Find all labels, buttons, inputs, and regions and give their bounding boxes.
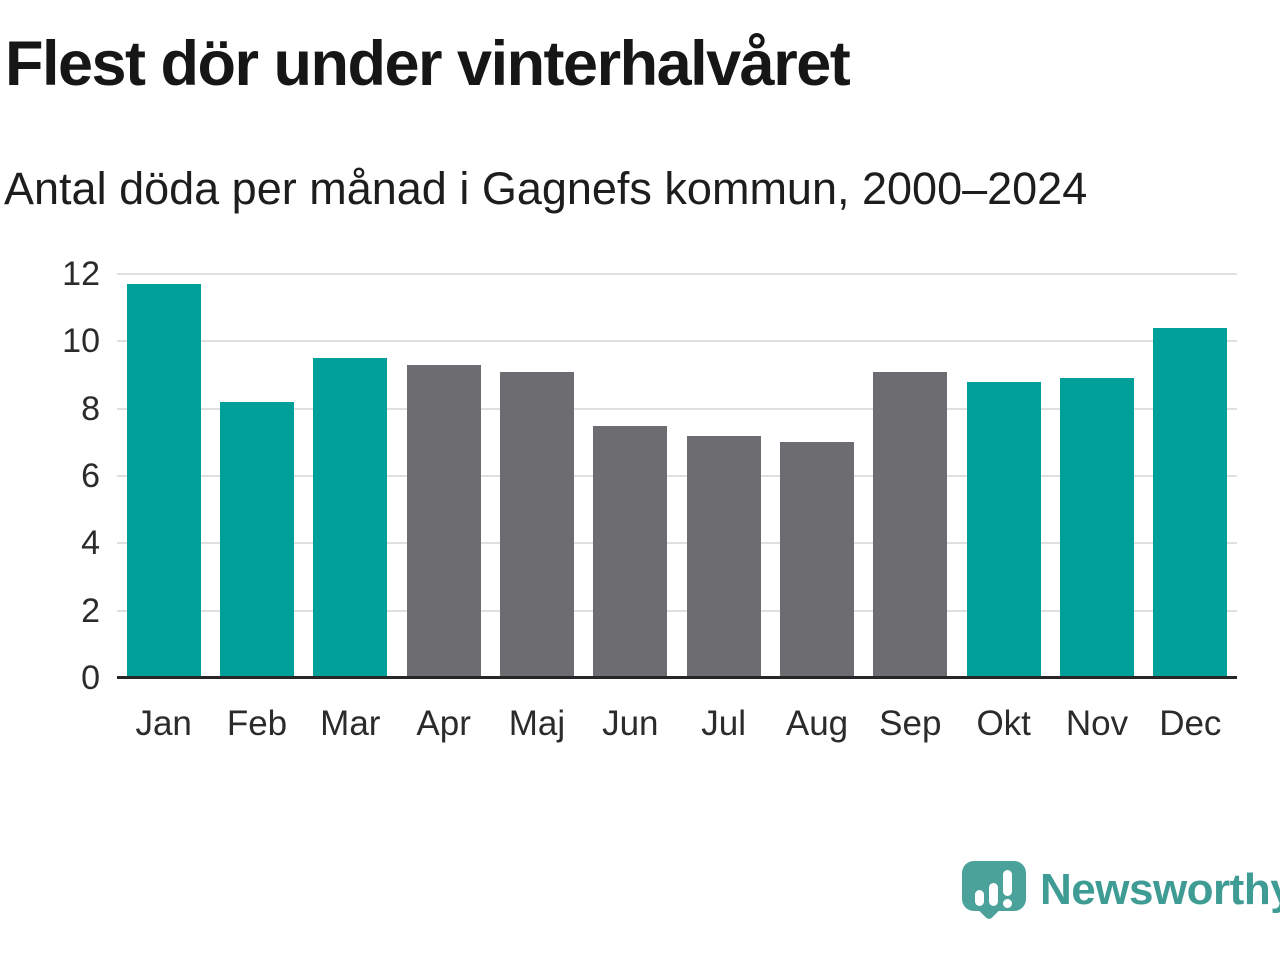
bar-apr: [406, 364, 481, 678]
bar-chart-plot-area: [117, 273, 1237, 679]
chart-title: Flest dör under vinterhalvåret: [5, 29, 851, 99]
x-axis-line: [117, 676, 1237, 679]
bar-maj: [500, 371, 574, 678]
gridline-2: [117, 609, 1237, 612]
bar-mar: [313, 358, 388, 678]
logo-exclamation-dot: [1003, 899, 1012, 908]
newsworthy-logo-icon: [962, 861, 1026, 925]
x-tick-label-jan: Jan: [135, 704, 192, 743]
bar-dec: [1153, 327, 1228, 678]
x-tick-label-okt: Okt: [976, 704, 1031, 743]
gridline-4: [117, 542, 1237, 545]
x-tick-label-jun: Jun: [602, 704, 659, 743]
logo-exclamation-bar: [1003, 870, 1012, 896]
x-tick-label-jul: Jul: [701, 704, 747, 743]
x-tick-label-maj: Maj: [508, 704, 566, 743]
chart-subtitle: Antal döda per månad i Gagnefs kommun, 2…: [4, 163, 1088, 214]
newsworthy-logo-text: Newsworthy: [1040, 865, 1280, 914]
y-tick-label-0: 0: [81, 659, 100, 697]
y-tick-label-8: 8: [81, 389, 100, 428]
x-tick-label-sep: Sep: [879, 704, 942, 743]
x-tick-label-nov: Nov: [1065, 704, 1129, 743]
y-tick-label-12: 12: [62, 255, 100, 293]
y-tick-label-4: 4: [81, 524, 100, 563]
bar-okt: [966, 381, 1041, 678]
y-tick-label-10: 10: [62, 322, 100, 361]
x-tick-label-feb: Feb: [226, 704, 288, 743]
bar-aug: [780, 442, 854, 678]
bar-feb: [220, 401, 294, 678]
bar-jan: [126, 284, 201, 678]
bar-nov: [1060, 378, 1134, 678]
gridline-8: [117, 407, 1237, 410]
gridline-12: [117, 273, 1237, 275]
bar-sep: [873, 371, 948, 678]
bar-jun: [593, 425, 668, 678]
x-tick-label-aug: Aug: [785, 704, 849, 743]
bar-jul: [686, 435, 761, 678]
y-tick-label-6: 6: [81, 457, 100, 495]
gridline-6: [117, 475, 1237, 477]
y-tick-label-2: 2: [81, 591, 100, 630]
gridline-10: [117, 340, 1237, 343]
logo-mini-bar-2: [989, 883, 998, 906]
logo-mini-bar-1: [975, 890, 984, 906]
x-tick-label-mar: Mar: [320, 704, 381, 743]
x-tick-label-dec: Dec: [1159, 704, 1222, 743]
x-tick-label-apr: Apr: [416, 704, 471, 743]
